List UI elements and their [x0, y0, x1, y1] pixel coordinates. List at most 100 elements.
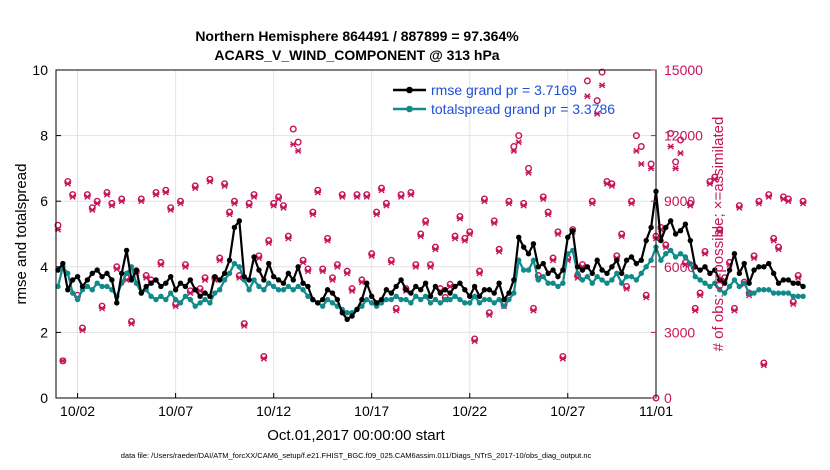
totalspread-point [133, 280, 140, 286]
totalspread-point [393, 293, 399, 300]
y-tick-label-1: 2 [40, 324, 48, 340]
rmse-point [118, 270, 125, 277]
obs-assimilated-point [270, 202, 277, 209]
obs-assimilated-point [260, 355, 268, 362]
obs-assimilated-point [162, 189, 170, 196]
totalspread-point [447, 296, 453, 303]
y2-tick-label-0: 0 [664, 390, 672, 406]
obs-assimilated-point [618, 233, 625, 240]
chart-title-line1: Northern Hemisphere 864491 / 887899 = 97… [195, 28, 519, 44]
rmse-point [658, 237, 664, 244]
totalspread-point [226, 270, 233, 277]
obs-assimilated-point [397, 193, 405, 200]
totalspread-point [270, 283, 277, 290]
rmse-point [300, 280, 306, 286]
obs-assimilated-point [182, 263, 189, 270]
legend-spread-marker [406, 105, 413, 113]
obs-assimilated-point [638, 160, 645, 168]
totalspread-point [280, 287, 287, 293]
x-tick-label-4: 10/22 [452, 403, 487, 419]
totalspread-point [736, 283, 743, 290]
rmse-point [432, 283, 439, 290]
rmse-point [442, 287, 448, 293]
rmse-point [501, 296, 507, 303]
totalspread-point [89, 287, 95, 293]
y-axis-label: rmse and totalspread [13, 164, 30, 305]
rmse-point [731, 250, 738, 257]
rmse-point [158, 283, 164, 290]
rmse-point [618, 270, 625, 277]
totalspread-point [437, 300, 444, 306]
rmse-point [368, 293, 375, 300]
obs-possible-point [647, 160, 655, 168]
obs-possible-point [515, 132, 523, 140]
totalspread-point [427, 300, 434, 306]
rmse-point [437, 290, 444, 296]
rmse-point [560, 267, 566, 273]
rmse-point [221, 270, 228, 277]
rmse-point [746, 280, 752, 286]
obs-assimilated-point [294, 147, 302, 155]
rmse-point [403, 287, 409, 293]
obs-possible-point [598, 68, 606, 76]
obs-assimilated-point [775, 246, 782, 253]
obs-assimilated-point [285, 235, 292, 242]
obs-assimilated-point [677, 149, 684, 157]
obs-assimilated-point [157, 261, 165, 268]
obs-assimilated-point [466, 230, 473, 238]
rmse-point [795, 280, 801, 286]
obs-possible-point [677, 136, 685, 144]
rmse-point [766, 260, 772, 267]
rmse-point [69, 277, 76, 283]
obs-assimilated-point [373, 211, 380, 218]
rmse-point [628, 254, 635, 260]
totalspread-point [153, 296, 159, 303]
x-tick-label-3: 10/17 [354, 403, 389, 419]
totalspread-point [584, 273, 591, 280]
rmse-point [168, 273, 174, 280]
rmse-point [476, 293, 483, 300]
rmse-point [344, 316, 350, 322]
rmse-point [241, 273, 247, 280]
rmse-point [462, 287, 468, 293]
totalspread-point [383, 296, 390, 303]
totalspread-point [344, 310, 350, 316]
rmse-point [687, 237, 694, 244]
rmse-point [138, 290, 144, 296]
rmse-point [790, 280, 796, 286]
rmse-point [717, 277, 723, 283]
obs-assimilated-point [486, 311, 493, 319]
obs-assimilated-point [392, 307, 400, 314]
totalspread-point [761, 287, 767, 293]
obs-assimilated-point [226, 211, 233, 218]
rmse-point [565, 234, 571, 240]
totalspread-point [104, 283, 110, 290]
totalspread-point [560, 280, 566, 286]
obs-assimilated-point [544, 211, 552, 218]
obs-assimilated-point [314, 189, 321, 196]
rmse-point [226, 257, 233, 263]
totalspread-point [295, 283, 301, 290]
totalspread-point [663, 250, 669, 257]
obs-assimilated-point [481, 198, 488, 205]
obs-assimilated-point [383, 202, 390, 209]
rmse-point [408, 290, 414, 296]
rmse-point [290, 277, 296, 283]
totalspread-point [677, 250, 684, 257]
totalspread-point [775, 290, 782, 296]
y-tick-label-5: 10 [32, 62, 48, 78]
totalspread-point [256, 283, 262, 290]
rmse-point [329, 290, 336, 296]
totalspread-point [658, 257, 664, 263]
rmse-point [491, 290, 497, 296]
y2-tick-label-4: 12000 [664, 128, 703, 144]
obs-assimilated-point [93, 200, 101, 207]
totalspread-point [94, 280, 100, 286]
totalspread-point [413, 293, 419, 300]
rmse-point [545, 270, 551, 277]
obs-assimilated-point [696, 292, 704, 299]
obs-assimilated-point [520, 202, 527, 209]
rmse-point [614, 257, 620, 263]
rmse-point [270, 273, 277, 280]
